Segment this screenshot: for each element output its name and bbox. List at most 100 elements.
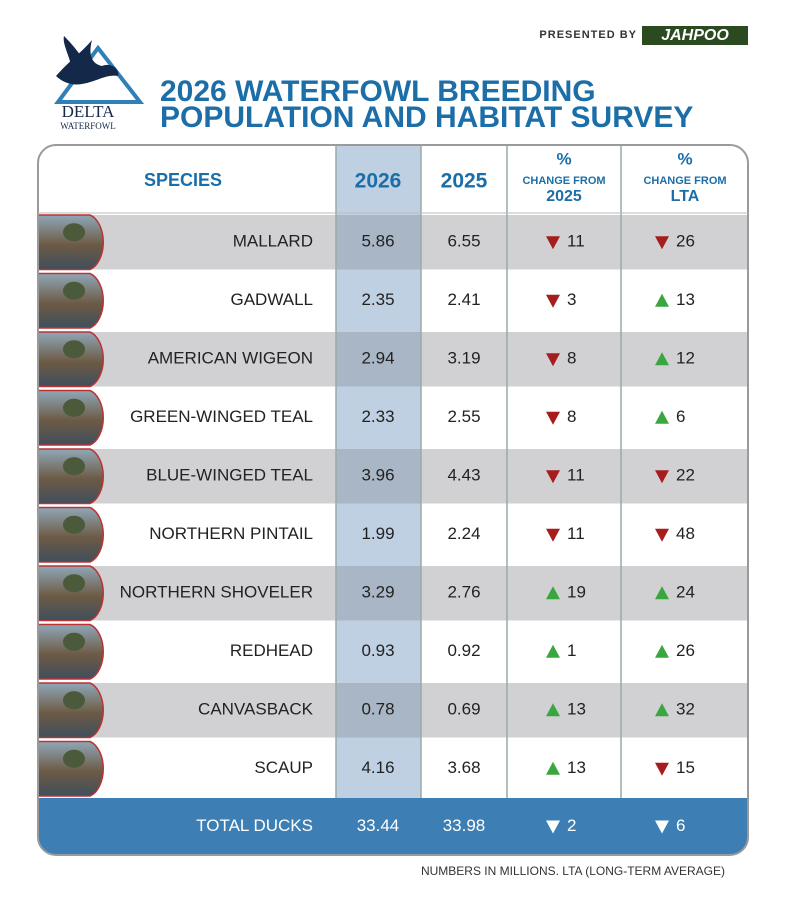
change-value: 8 bbox=[567, 407, 576, 426]
trend-arrow bbox=[546, 644, 560, 658]
value-2026: 0.78 bbox=[361, 700, 394, 719]
title-line: POPULATION AND HABITAT SURVEY bbox=[160, 101, 693, 134]
species-name: AMERICAN WIGEON bbox=[148, 349, 313, 368]
column-header: % bbox=[556, 149, 571, 168]
duck-head bbox=[63, 457, 85, 476]
duck-photo bbox=[38, 682, 104, 739]
trend-arrow bbox=[655, 470, 669, 484]
change-value: 13 bbox=[567, 758, 586, 777]
species-name: BLUE-WINGED TEAL bbox=[146, 466, 313, 485]
trend-arrow bbox=[546, 236, 560, 250]
value-2025: 2.41 bbox=[447, 290, 480, 309]
value-2025: 0.69 bbox=[447, 700, 480, 719]
table bbox=[38, 145, 748, 855]
duck-photo bbox=[38, 272, 104, 329]
trend-arrow bbox=[655, 762, 669, 776]
change-value: 26 bbox=[676, 641, 695, 660]
change-value: 8 bbox=[567, 349, 576, 368]
duck-head bbox=[63, 515, 85, 534]
trend-arrow bbox=[546, 528, 560, 542]
value-2025: 0.92 bbox=[447, 641, 480, 660]
column-header: SPECIES bbox=[144, 170, 222, 190]
trend-arrow bbox=[546, 294, 560, 308]
column-header: 2025 bbox=[546, 188, 582, 205]
column-header: LTA bbox=[671, 188, 700, 205]
logo-top: DELTA bbox=[62, 102, 116, 121]
species-name: GADWALL bbox=[230, 290, 313, 309]
species-name: MALLARD bbox=[233, 232, 313, 251]
species-name: GREEN-WINGED TEAL bbox=[130, 407, 313, 426]
duck-photo bbox=[38, 740, 104, 797]
duck-photo bbox=[38, 565, 104, 622]
logo-bottom: WATERFOWL bbox=[60, 121, 116, 131]
value-2026: 4.16 bbox=[361, 758, 394, 777]
trend-arrow bbox=[546, 586, 560, 600]
duck-head bbox=[63, 340, 85, 359]
value-2026: 2.94 bbox=[361, 349, 394, 368]
species-name: CANVASBACK bbox=[198, 700, 314, 719]
trend-arrow bbox=[655, 352, 669, 366]
duck-head bbox=[63, 281, 85, 300]
row-band bbox=[336, 449, 421, 504]
value-2026: 3.96 bbox=[361, 466, 394, 485]
value-2026: 1.99 bbox=[361, 524, 394, 543]
trend-arrow bbox=[655, 644, 669, 658]
trend-arrow bbox=[546, 470, 560, 484]
value-2025: 3.68 bbox=[447, 758, 480, 777]
change-value: 11 bbox=[567, 232, 585, 251]
value-2025: 4.43 bbox=[447, 466, 480, 485]
trend-arrow bbox=[546, 703, 560, 717]
value-2026: 2.35 bbox=[361, 290, 394, 309]
trend-arrow bbox=[546, 353, 560, 367]
duck-photo bbox=[38, 448, 104, 505]
value-2025: 2.76 bbox=[447, 583, 480, 602]
duck-photo bbox=[38, 506, 104, 563]
change-value: 48 bbox=[676, 524, 695, 543]
change-value: 1 bbox=[567, 641, 576, 660]
duck-head bbox=[63, 574, 85, 593]
brand: JAHPOO bbox=[661, 27, 729, 44]
presented-by: PRESENTED BY bbox=[539, 29, 637, 41]
footnote: NUMBERS IN MILLIONS. LTA (LONG-TERM AVER… bbox=[421, 864, 725, 878]
row-band bbox=[336, 332, 421, 387]
trend-arrow bbox=[655, 293, 669, 307]
value-2025: 6.55 bbox=[447, 232, 480, 251]
change-value: 13 bbox=[676, 290, 695, 309]
change-value: 6 bbox=[676, 407, 685, 426]
change-value: 19 bbox=[567, 583, 586, 602]
change-value: 11 bbox=[567, 466, 585, 485]
value-2026: 3.29 bbox=[361, 583, 394, 602]
change-value: 12 bbox=[676, 349, 695, 368]
trend-arrow bbox=[655, 703, 669, 717]
species-name: REDHEAD bbox=[230, 641, 313, 660]
species-name: NORTHERN PINTAIL bbox=[149, 524, 313, 543]
value-2026: 0.93 bbox=[361, 641, 394, 660]
value-2025: 33.98 bbox=[443, 816, 486, 835]
trend-arrow bbox=[546, 820, 560, 834]
trend-arrow bbox=[655, 586, 669, 600]
duck-head bbox=[63, 223, 85, 242]
change-value: 11 bbox=[567, 524, 585, 543]
trend-arrow bbox=[546, 761, 560, 775]
change-value: 6 bbox=[676, 816, 685, 835]
column-header: CHANGE FROM bbox=[522, 175, 605, 187]
value-2025: 2.55 bbox=[447, 407, 480, 426]
table-border bbox=[37, 144, 749, 856]
change-value: 2 bbox=[567, 816, 576, 835]
row-band bbox=[336, 566, 421, 621]
duck-head bbox=[63, 632, 85, 651]
value-2026: 2.33 bbox=[361, 407, 394, 426]
trend-arrow bbox=[546, 411, 560, 425]
duck-head bbox=[63, 691, 85, 710]
duck-head bbox=[63, 749, 85, 768]
trend-arrow bbox=[655, 236, 669, 250]
change-value: 13 bbox=[567, 700, 586, 719]
title-line: 2026 WATERFOWL BREEDING bbox=[160, 75, 596, 108]
value-2026: 33.44 bbox=[357, 816, 400, 835]
logo: DELTA WATERFOWL bbox=[54, 36, 145, 131]
brand-badge bbox=[642, 26, 748, 45]
value-2025: 3.19 bbox=[447, 349, 480, 368]
duck-head bbox=[63, 398, 85, 417]
total-row bbox=[38, 798, 748, 855]
